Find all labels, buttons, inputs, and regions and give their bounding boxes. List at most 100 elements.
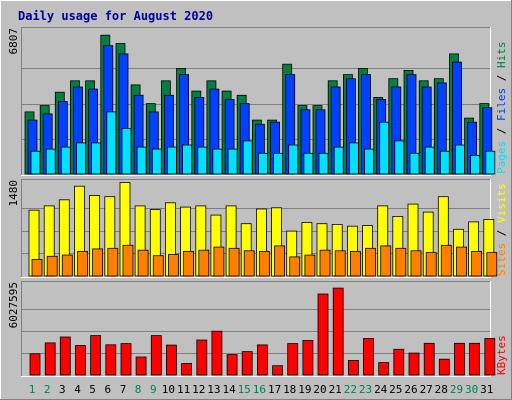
y-max-label: 1480 bbox=[7, 180, 20, 207]
day-label-31: 31 bbox=[480, 383, 493, 396]
bar-pages-day-5 bbox=[91, 142, 101, 175]
bar-pages-day-4 bbox=[76, 142, 86, 175]
bar-pages-day-28 bbox=[439, 150, 450, 175]
bar-pages-day-7 bbox=[121, 127, 132, 175]
bar-pages-day-11 bbox=[182, 144, 193, 175]
bar-pages-day-10 bbox=[166, 146, 177, 175]
legend-hits-files-pages: Pages / Files / Hits bbox=[495, 42, 508, 175]
legend-kbytes: KBytes bbox=[495, 335, 508, 375]
bar-sites-day-19 bbox=[304, 254, 316, 277]
bar-pages-day-20 bbox=[318, 152, 329, 175]
bar-sites-day-23 bbox=[365, 247, 376, 277]
bar-sites-day-8 bbox=[137, 249, 149, 277]
legend-separator: / bbox=[495, 223, 508, 243]
bar-kbytes-day-1 bbox=[29, 353, 41, 376]
bar-pages-day-25 bbox=[394, 140, 405, 175]
panel-visits-sites: 1480 Sites / Visits bbox=[7, 179, 508, 278]
bar-kbytes-day-14 bbox=[226, 354, 238, 376]
day-label-23: 23 bbox=[359, 383, 372, 396]
bar-sites-day-28 bbox=[440, 244, 452, 277]
bar-sites-day-29 bbox=[456, 246, 467, 277]
bar-pages-day-9 bbox=[151, 148, 162, 175]
bar-sites-day-25 bbox=[395, 247, 407, 277]
bar-sites-day-26 bbox=[410, 250, 422, 277]
y-max-label: 6027595 bbox=[7, 282, 20, 328]
bar-kbytes-day-6 bbox=[105, 344, 117, 376]
chart-panels: 6807 Pages / Files / Hits 1480 Sites / Visi… bbox=[7, 27, 508, 377]
legend-item-kbytes: KBytes bbox=[495, 335, 508, 375]
day-label-10: 10 bbox=[162, 383, 175, 396]
bar-pages-day-13 bbox=[212, 148, 223, 175]
bar-kbytes-day-23 bbox=[363, 338, 374, 376]
bar-pages-day-18 bbox=[288, 144, 299, 175]
bar-kbytes-day-28 bbox=[438, 358, 450, 376]
legend-separator: / bbox=[495, 68, 508, 88]
bar-sites-day-13 bbox=[213, 246, 225, 277]
bar-kbytes-day-31 bbox=[484, 338, 496, 376]
day-label-11: 11 bbox=[177, 383, 190, 396]
bar-kbytes-day-21 bbox=[332, 287, 344, 376]
bar-kbytes-day-13 bbox=[211, 330, 223, 376]
day-label-21: 21 bbox=[329, 383, 342, 396]
bar-sites-day-30 bbox=[471, 250, 483, 277]
bar-sites-day-6 bbox=[107, 247, 119, 277]
bar-kbytes-day-30 bbox=[469, 342, 481, 376]
y-max-label: 6807 bbox=[7, 28, 20, 55]
bar-pages-day-8 bbox=[136, 146, 147, 175]
day-label-14: 14 bbox=[222, 383, 236, 396]
bar-sites-day-5 bbox=[92, 248, 103, 277]
bar-sites-day-20 bbox=[319, 249, 331, 277]
bar-kbytes-day-7 bbox=[120, 343, 132, 376]
bar-sites-day-31 bbox=[486, 252, 498, 277]
bar-sites-day-16 bbox=[258, 250, 270, 277]
bar-pages-day-1 bbox=[30, 150, 41, 175]
bar-kbytes-day-24 bbox=[378, 362, 390, 376]
day-label-20: 20 bbox=[313, 383, 326, 396]
day-label-15: 15 bbox=[238, 383, 251, 396]
legend-item-files: Files bbox=[495, 88, 508, 121]
day-axis-labels: 1 2 3 4 5 6 7 8 9 10 11 12 13 14 15 16 17 18 19 20 21 22 23 24 2… bbox=[29, 383, 494, 396]
bar-sites-day-22 bbox=[349, 250, 361, 277]
day-label-13: 13 bbox=[207, 383, 220, 396]
bar-kbytes-day-26 bbox=[408, 352, 420, 376]
bar-pages-day-29 bbox=[455, 144, 465, 175]
bar-sites-day-1 bbox=[31, 258, 43, 277]
bar-sites-day-9 bbox=[152, 255, 164, 277]
bar-sites-day-3 bbox=[61, 254, 73, 277]
bar-sites-day-21 bbox=[334, 250, 346, 277]
bar-kbytes-day-8 bbox=[135, 356, 147, 376]
bar-sites-day-15 bbox=[243, 250, 255, 277]
bar-pages-day-17 bbox=[273, 152, 284, 175]
bar-pages-day-26 bbox=[409, 152, 420, 175]
bar-pages-day-14 bbox=[227, 148, 238, 175]
bar-sites-day-11 bbox=[183, 250, 195, 277]
bar-sites-day-18 bbox=[289, 256, 301, 277]
bar-kbytes-day-27 bbox=[423, 342, 435, 376]
day-label-3: 3 bbox=[59, 383, 66, 396]
bar-kbytes-day-17 bbox=[272, 365, 284, 376]
bar-kbytes-day-9 bbox=[150, 335, 162, 376]
bar-pages-day-21 bbox=[333, 146, 344, 175]
day-label-5: 5 bbox=[89, 383, 96, 396]
day-label-12: 12 bbox=[192, 383, 205, 396]
day-label-18: 18 bbox=[283, 383, 296, 396]
legend-separator: / bbox=[495, 121, 508, 141]
bar-pages-day-16 bbox=[257, 152, 268, 175]
bar-sites-day-17 bbox=[274, 245, 286, 277]
bar-kbytes-day-11 bbox=[181, 363, 193, 376]
bar-sites-day-10 bbox=[167, 254, 179, 277]
bar-kbytes-day-2 bbox=[44, 342, 56, 376]
bar-pages-day-15 bbox=[242, 140, 253, 175]
day-label-19: 19 bbox=[298, 383, 311, 396]
bar-pages-day-6 bbox=[106, 111, 117, 175]
day-label-7: 7 bbox=[120, 383, 127, 396]
day-label-4: 4 bbox=[74, 383, 81, 396]
bar-kbytes-day-10 bbox=[165, 344, 177, 376]
day-label-24: 24 bbox=[374, 383, 388, 396]
bar-pages-day-3 bbox=[60, 146, 71, 175]
day-label-8: 8 bbox=[135, 383, 142, 396]
legend-item-pages: Pages bbox=[495, 141, 508, 174]
bar-sites-day-24 bbox=[380, 245, 392, 277]
